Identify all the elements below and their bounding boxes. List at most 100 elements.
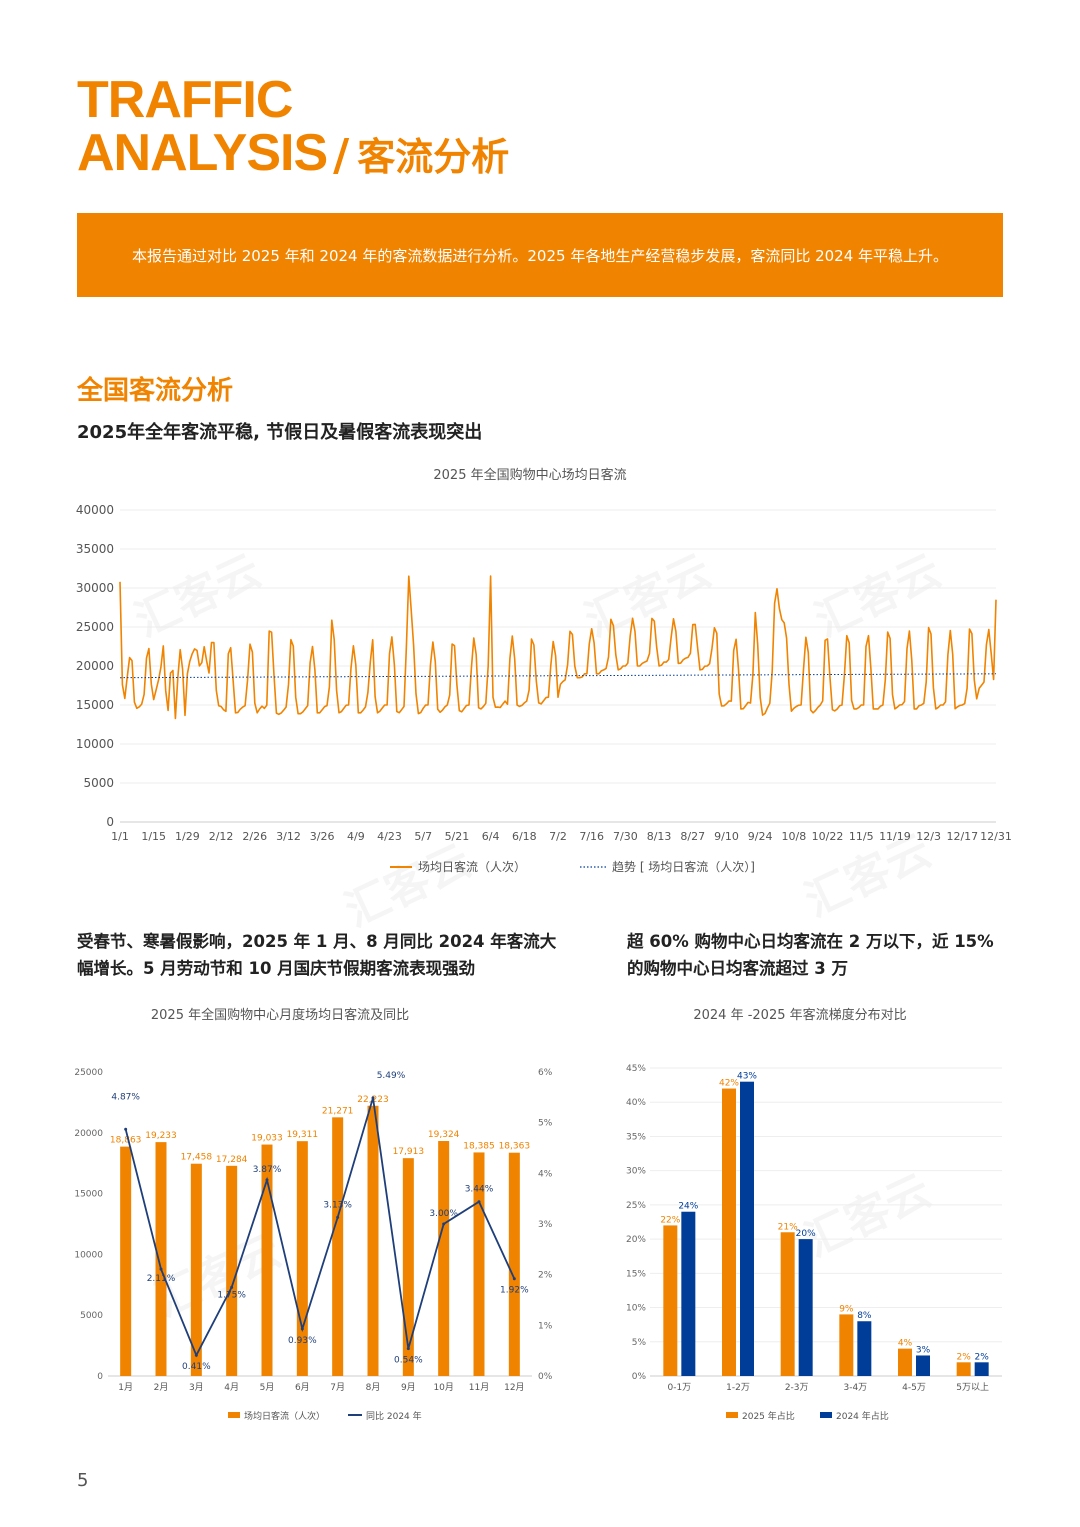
distribution-bar bbox=[956, 1362, 971, 1376]
x-tick-label: 3/26 bbox=[310, 830, 335, 843]
x-tick-label: 2-3万 bbox=[785, 1383, 809, 1393]
x-tick-label: 3-4万 bbox=[843, 1383, 867, 1393]
y-tick-label: 25000 bbox=[76, 620, 114, 634]
x-tick-label: 4-5万 bbox=[902, 1383, 926, 1393]
yoy-data-label: 3.87% bbox=[253, 1165, 282, 1175]
yoy-data-label: 3.13% bbox=[323, 1200, 352, 1210]
legend-swatch-2024 bbox=[820, 1412, 832, 1418]
distribution-bar bbox=[839, 1314, 854, 1376]
y2-tick-label: 6% bbox=[538, 1068, 553, 1078]
y2-tick-label: 1% bbox=[538, 1321, 553, 1331]
monthly-chart-title: 2025 年全国购物中心月度场均日客流及同比 bbox=[150, 1008, 410, 1023]
y2-tick-label: 0% bbox=[538, 1372, 553, 1382]
banner-text: 本报告通过对比 2025 年和 2024 年的客流数据进行分析。2025 年各地… bbox=[131, 246, 949, 265]
y-tick-label: 35000 bbox=[76, 542, 114, 556]
monthly-bar bbox=[226, 1165, 238, 1376]
bar-data-label: 19,324 bbox=[428, 1130, 460, 1140]
y-tick-label: 5000 bbox=[83, 776, 114, 790]
x-tick-label: 5万以上 bbox=[956, 1382, 989, 1393]
yoy-data-label: 4.87% bbox=[111, 1092, 140, 1102]
bar-data-label: 20% bbox=[796, 1229, 816, 1239]
yoy-data-label: 0.54% bbox=[394, 1356, 423, 1366]
distribution-bar bbox=[898, 1348, 912, 1376]
monthly-bar bbox=[438, 1141, 450, 1376]
x-tick-label: 1/1 bbox=[111, 830, 129, 843]
yoy-point bbox=[230, 1285, 234, 1289]
legend-label-2025: 2025 年占比 bbox=[742, 1410, 795, 1422]
x-tick-label: 12月 bbox=[504, 1382, 524, 1393]
y-tick-label: 30000 bbox=[76, 581, 114, 595]
bar-data-label: 9% bbox=[839, 1304, 854, 1314]
yoy-data-label: 1.92% bbox=[500, 1286, 529, 1296]
x-tick-label: 1/29 bbox=[175, 830, 200, 843]
bar-data-label: 18,363 bbox=[499, 1142, 531, 1152]
x-tick-label: 12/17 bbox=[946, 830, 978, 843]
daily-chart-title: 2025 年全国购物中心场均日客流 bbox=[433, 468, 627, 483]
y-tick-label: 5000 bbox=[80, 1311, 103, 1321]
monthly-bar bbox=[332, 1117, 344, 1376]
x-tick-label: 5/7 bbox=[414, 830, 432, 843]
x-tick-label: 2月 bbox=[154, 1382, 169, 1393]
x-tick-label: 9/10 bbox=[714, 830, 739, 843]
monthly-bar bbox=[120, 1146, 132, 1376]
x-tick-label: 8/13 bbox=[647, 830, 672, 843]
title-en-line2: ANALYSIS bbox=[77, 124, 328, 182]
y-tick-label: 25% bbox=[626, 1201, 646, 1211]
legend-label-bars: 场均日客流（人次） bbox=[244, 1410, 325, 1422]
legend-swatch-2025 bbox=[726, 1412, 738, 1418]
x-tick-label: 4/9 bbox=[347, 830, 365, 843]
legend-swatch-bars bbox=[228, 1412, 240, 1418]
legend-label-2024: 2024 年占比 bbox=[836, 1410, 889, 1422]
y-tick-label: 20000 bbox=[74, 1129, 103, 1139]
x-tick-label: 2/12 bbox=[209, 830, 234, 843]
bar-data-label: 2% bbox=[975, 1352, 990, 1362]
bar-data-label: 4% bbox=[898, 1339, 913, 1349]
bar-data-label: 2% bbox=[957, 1352, 972, 1362]
y-tick-label: 15000 bbox=[76, 698, 114, 712]
distribution-bar bbox=[663, 1225, 678, 1376]
bar-data-label: 43% bbox=[737, 1072, 757, 1082]
y-tick-label: 0% bbox=[632, 1372, 647, 1382]
x-tick-label: 5/21 bbox=[445, 830, 470, 843]
bar-data-label: 24% bbox=[678, 1202, 698, 1212]
x-tick-label: 5月 bbox=[260, 1382, 275, 1393]
y2-tick-label: 5% bbox=[538, 1119, 553, 1129]
y-tick-label: 40000 bbox=[76, 503, 114, 517]
monthly-traffic-chart: 25000 20000 15000 10000 5000 0 6% 5% 4% 3% 2% 1% 0% 1… bbox=[74, 1068, 553, 1422]
bar-data-label: 3% bbox=[916, 1345, 931, 1355]
monthly-description: 受春节、寒暑假影响，2025 年 1 月、8 月同比 2024 年客流大幅增长。… bbox=[77, 932, 557, 978]
x-tick-label: 4/23 bbox=[377, 830, 402, 843]
bar-data-label: 17,913 bbox=[393, 1147, 425, 1157]
legend-label-daily: 场均日客流（人次） bbox=[418, 859, 526, 874]
monthly-bar bbox=[508, 1152, 520, 1376]
x-tick-label: 12/31 bbox=[980, 830, 1012, 843]
distribution-bar bbox=[916, 1355, 930, 1376]
x-tick-label: 11月 bbox=[469, 1382, 489, 1393]
x-tick-label: 10/22 bbox=[812, 830, 844, 843]
y-tick-label: 25000 bbox=[74, 1068, 103, 1078]
distribution-bar bbox=[722, 1088, 736, 1376]
yoy-point bbox=[442, 1222, 446, 1226]
distribution-chart: 45% 40% 35% 30% 25% 20% 15% 10% 5% 0% 22% 42% 21% 9% 4… bbox=[626, 1064, 1002, 1422]
yoy-line bbox=[124, 1097, 516, 1358]
x-tick-label: 4月 bbox=[224, 1382, 239, 1393]
x-tick-label: 10月 bbox=[433, 1382, 453, 1393]
bar-data-label: 19,311 bbox=[287, 1130, 319, 1140]
x-tick-label: 7/16 bbox=[579, 830, 604, 843]
yoy-data-label: 3.44% bbox=[465, 1185, 494, 1195]
yoy-data-label: 1.75% bbox=[217, 1290, 246, 1300]
monthly-bar bbox=[402, 1158, 414, 1376]
y-tick-label: 5% bbox=[632, 1338, 647, 1348]
y-tick-label: 30% bbox=[626, 1167, 646, 1177]
page-number: 5 bbox=[77, 1470, 89, 1491]
x-tick-label: 2/26 bbox=[242, 830, 267, 843]
distribution-bar bbox=[681, 1211, 696, 1376]
monthly-bar bbox=[296, 1141, 308, 1376]
y-tick-label: 35% bbox=[626, 1132, 646, 1142]
distribution-bar bbox=[798, 1239, 813, 1376]
y2-tick-label: 2% bbox=[538, 1271, 553, 1281]
yoy-point bbox=[265, 1178, 269, 1182]
x-tick-label: 7/2 bbox=[549, 830, 567, 843]
distribution-bar bbox=[780, 1232, 795, 1376]
monthly-bar bbox=[261, 1144, 273, 1376]
